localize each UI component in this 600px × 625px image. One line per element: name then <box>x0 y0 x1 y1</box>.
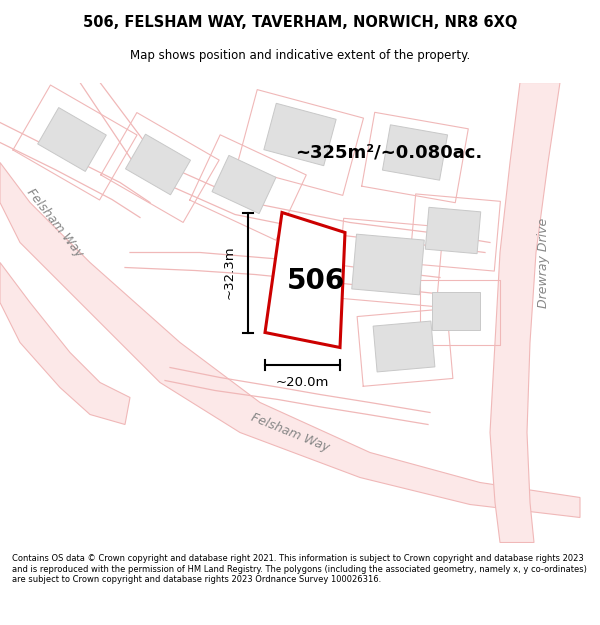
Polygon shape <box>352 234 424 295</box>
Text: Felsham Way: Felsham Way <box>249 411 331 454</box>
Polygon shape <box>265 213 345 348</box>
Text: 506: 506 <box>287 268 345 295</box>
Polygon shape <box>264 103 336 166</box>
Text: Map shows position and indicative extent of the property.: Map shows position and indicative extent… <box>130 49 470 62</box>
Polygon shape <box>490 82 560 542</box>
Text: 506, FELSHAM WAY, TAVERHAM, NORWICH, NR8 6XQ: 506, FELSHAM WAY, TAVERHAM, NORWICH, NR8… <box>83 14 517 29</box>
Polygon shape <box>432 291 480 329</box>
Text: ~32.3m: ~32.3m <box>223 246 236 299</box>
Polygon shape <box>0 162 580 518</box>
Polygon shape <box>212 156 276 214</box>
Text: Contains OS data © Crown copyright and database right 2021. This information is : Contains OS data © Crown copyright and d… <box>12 554 587 584</box>
Text: Drewray Drive: Drewray Drive <box>536 217 550 308</box>
Polygon shape <box>425 208 481 254</box>
Text: ~325m²/~0.080ac.: ~325m²/~0.080ac. <box>295 144 482 161</box>
Text: ~20.0m: ~20.0m <box>276 376 329 389</box>
Text: Felsham Way: Felsham Way <box>24 186 86 259</box>
Polygon shape <box>38 107 106 171</box>
Polygon shape <box>382 125 448 180</box>
Polygon shape <box>0 262 130 424</box>
Polygon shape <box>373 321 435 372</box>
Polygon shape <box>125 134 191 195</box>
